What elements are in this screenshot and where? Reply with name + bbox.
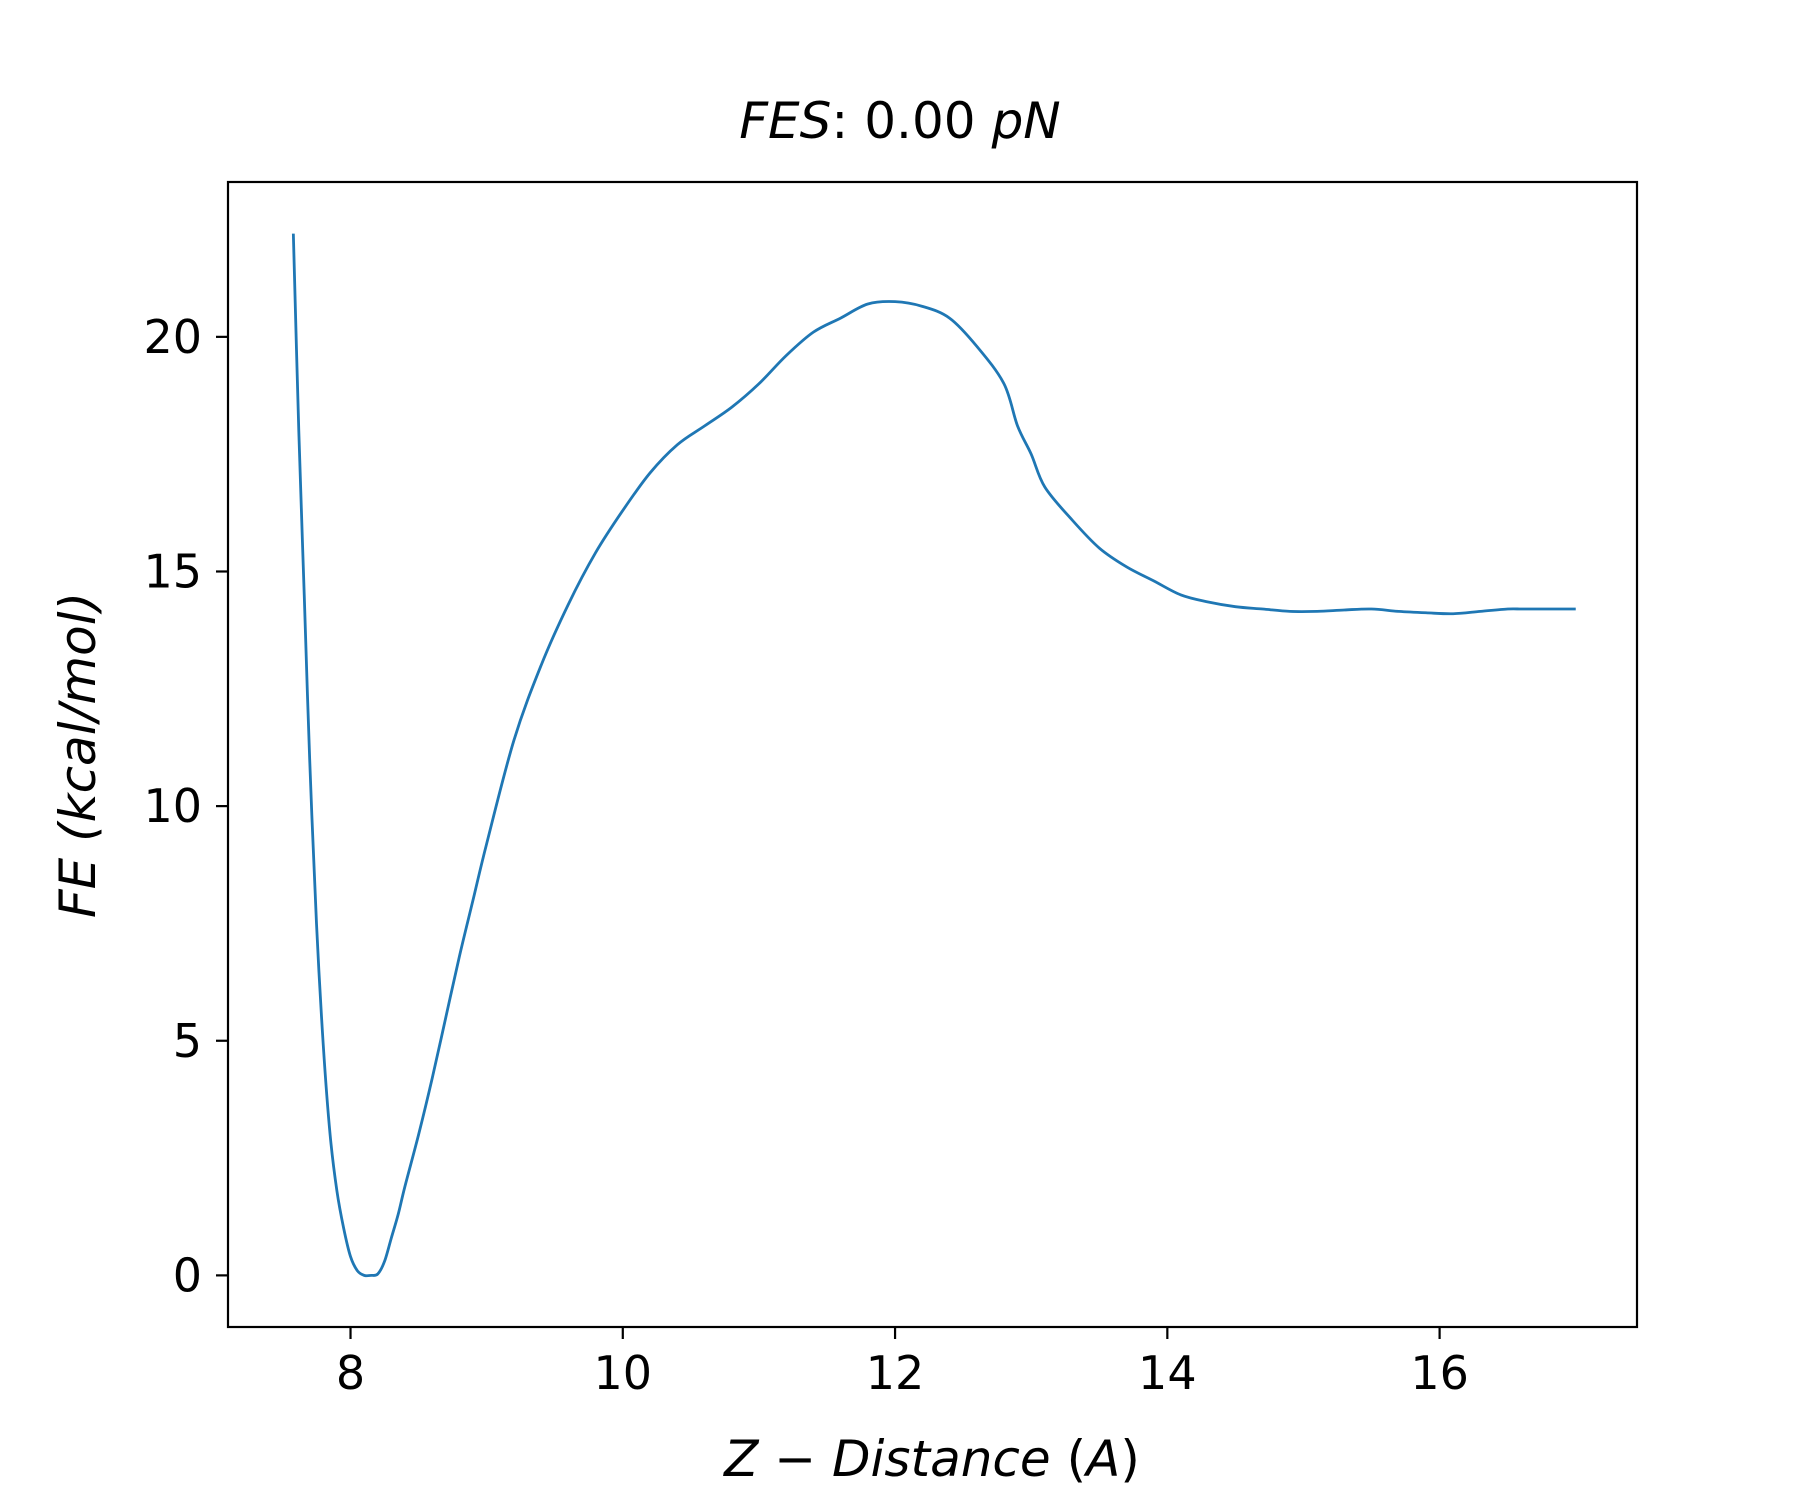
plot-frame (226, 180, 1639, 1329)
x-tick-label: 14 (1138, 1346, 1197, 1400)
y-tick-label: 0 (173, 1248, 202, 1302)
x-tick-label: 10 (594, 1346, 653, 1400)
title-unit: pN (991, 92, 1061, 150)
fes-series-line (291, 233, 1576, 1278)
title-main: FES (739, 92, 831, 150)
y-axis-ticks: 0 5 10 15 20 (143, 310, 228, 1302)
x-axis-title-paren-close: ) (1120, 1430, 1140, 1488)
title-separator: : (831, 92, 848, 150)
x-axis-title-main: Z − Distance (722, 1430, 1051, 1488)
chart-title: FES: 0.00 pN (739, 92, 1060, 150)
x-axis-title-paren-open: ( (1067, 1430, 1087, 1488)
x-axis-title-unit: A (1083, 1430, 1120, 1488)
title-value: 0.00 (864, 92, 975, 150)
x-tick-label: 16 (1410, 1346, 1469, 1400)
series-layer (291, 233, 1576, 1278)
y-tick-label: 20 (143, 310, 202, 364)
x-tick-label: 8 (336, 1346, 365, 1400)
y-tick-label: 10 (143, 779, 202, 833)
x-axis-ticks: 8 10 12 14 16 (336, 1327, 1469, 1400)
y-axis-title: FE (kcal/mol) (49, 592, 107, 918)
x-tick-label: 12 (866, 1346, 925, 1400)
y-tick-label: 15 (143, 544, 202, 598)
y-tick-label: 5 (173, 1014, 202, 1068)
x-axis-title: Z − Distance (A) (722, 1430, 1140, 1488)
